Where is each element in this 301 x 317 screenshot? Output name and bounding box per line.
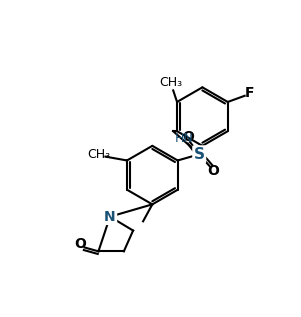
Text: HN: HN: [175, 133, 193, 146]
Text: O: O: [74, 237, 86, 251]
Text: CH₃: CH₃: [88, 148, 111, 161]
Text: F: F: [244, 86, 254, 100]
Text: S: S: [194, 147, 205, 162]
Text: N: N: [104, 210, 116, 224]
Text: O: O: [207, 164, 219, 178]
Text: O: O: [182, 130, 194, 144]
Text: CH₃: CH₃: [159, 76, 182, 89]
